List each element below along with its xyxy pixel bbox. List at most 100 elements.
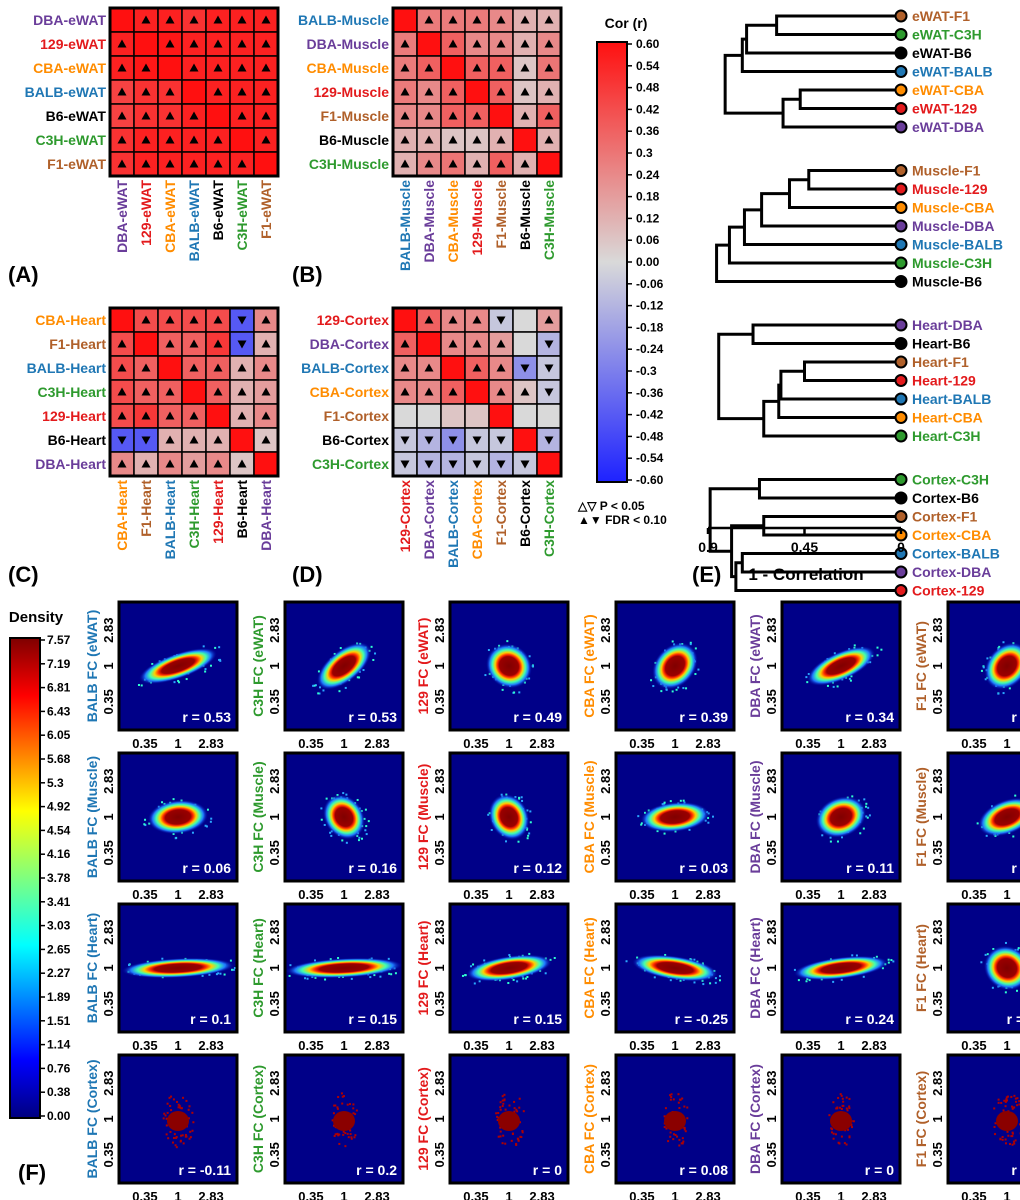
heatmap-cell — [392, 403, 418, 429]
density-speckle — [357, 839, 360, 842]
correlation-r-label: r = 0.68 — [1011, 709, 1020, 725]
density-speckle — [373, 974, 376, 977]
sig-up-marker — [472, 159, 482, 168]
heatmap-row-label: DBA-Muscle — [307, 36, 390, 52]
y-tick-label: 1 — [101, 813, 116, 820]
y-tick-label: 0.35 — [598, 840, 613, 865]
density-speckle — [189, 1136, 192, 1139]
y-axis-title: F1 FC (Cortex) — [913, 1071, 929, 1167]
heatmap-row-label: 129-eWAT — [40, 36, 106, 52]
density-speckle — [663, 801, 666, 804]
x-tick-label: 2.83 — [529, 736, 554, 751]
sig-down-marker — [472, 460, 482, 469]
density-speckle — [354, 1134, 357, 1137]
leaf-marker — [894, 164, 908, 177]
legend-tick-label: -0.54 — [636, 451, 664, 465]
density-speckle — [164, 1114, 167, 1117]
sig-up-marker — [189, 15, 199, 24]
density-speckle — [175, 1136, 178, 1139]
legend-tick-label: -0.06 — [636, 277, 664, 291]
density-speckle — [890, 959, 893, 962]
sig-up-marker — [496, 63, 506, 72]
density-speckle — [1016, 1097, 1019, 1100]
y-tick-label: 0.35 — [598, 689, 613, 714]
legend-tick-label: -0.36 — [636, 386, 664, 400]
sig-up-marker — [165, 159, 175, 168]
x-tick-label: 2.83 — [364, 1189, 389, 1200]
sig-up-marker — [400, 111, 410, 120]
correlation-r-label: r = 0.15 — [513, 1011, 562, 1027]
sig-down-marker — [472, 436, 482, 445]
density-speckle — [499, 1135, 502, 1138]
density-speckle — [461, 974, 464, 977]
sig-up-marker — [117, 159, 127, 168]
sig-down-marker — [424, 436, 434, 445]
y-tick-label: 0.35 — [764, 689, 779, 714]
density-speckle — [143, 823, 146, 826]
sig-up-marker — [261, 135, 271, 144]
x-tick-label: 2.83 — [695, 736, 720, 751]
leaf-label: Cortex-CBA — [912, 527, 991, 543]
sig-down-marker — [117, 436, 127, 445]
x-tick-label: 1 — [505, 1189, 512, 1200]
heatmap-cell — [536, 151, 562, 177]
density-speckle — [497, 1135, 500, 1138]
heatmap-panel-C: CBA-Heart F1-Heart BALB-Heart C3H-Heart 129-… — [8, 306, 280, 587]
heatmap-cell — [488, 307, 514, 333]
sig-up-marker — [400, 87, 410, 96]
density-plot-frame — [946, 600, 1020, 732]
y-tick-label: 2.83 — [432, 920, 447, 945]
sig-up-marker — [141, 159, 151, 168]
density-speckle — [682, 687, 685, 690]
x-tick-label: 0.35 — [629, 1038, 654, 1053]
density-speckle — [341, 1102, 344, 1105]
density-speckle — [844, 1129, 847, 1132]
density-speckle — [306, 977, 309, 980]
density-blob — [486, 643, 532, 689]
density-speckle — [832, 1101, 835, 1104]
sig-up-marker — [237, 87, 247, 96]
leaf-label: Heart-129 — [912, 373, 976, 389]
heatmap-frame — [391, 6, 563, 178]
density-speckle — [508, 1104, 511, 1107]
density-speckle — [166, 1111, 169, 1114]
x-tick-label: 0.35 — [629, 1189, 654, 1200]
sig-up-marker — [189, 63, 199, 72]
density-speckle — [497, 1116, 500, 1119]
density-speckle — [518, 691, 521, 694]
density-speckle — [185, 678, 188, 681]
density-speckle — [1006, 1095, 1009, 1098]
density-plot-frame — [780, 1053, 902, 1185]
sig-up-marker — [237, 111, 247, 120]
y-tick-label: 1 — [101, 964, 116, 971]
x-tick-label: 2.83 — [529, 887, 554, 902]
density-speckle — [829, 836, 832, 839]
heatmap-cell — [512, 403, 538, 429]
density-speckle — [681, 1097, 684, 1100]
density-speckle — [839, 1093, 842, 1096]
sig-up-marker — [189, 39, 199, 48]
density-speckle — [1013, 1142, 1016, 1145]
density-speckle — [496, 1115, 499, 1118]
density-speckle — [836, 1107, 839, 1110]
density-speckle — [528, 832, 531, 835]
x-tick-label: 2.83 — [364, 1038, 389, 1053]
y-axis-title: BALB FC (Cortex) — [84, 1060, 100, 1179]
dendrogram-branch — [762, 515, 901, 537]
density-speckle — [994, 1133, 997, 1136]
x-tick-label: 0.35 — [463, 1189, 488, 1200]
density-speckle — [334, 1104, 337, 1107]
leaf-marker — [894, 429, 908, 443]
density-tick-label: 4.54 — [47, 823, 71, 837]
dendrogram-branch — [715, 243, 901, 283]
density-speckle — [833, 652, 836, 655]
density-speckle — [339, 647, 342, 650]
heatmap-col-label: DBA-Heart — [258, 480, 274, 551]
density-speckle — [223, 973, 226, 976]
sig-up-marker — [117, 87, 127, 96]
y-tick-label: 1 — [598, 1115, 613, 1122]
density-speckle — [208, 973, 211, 976]
